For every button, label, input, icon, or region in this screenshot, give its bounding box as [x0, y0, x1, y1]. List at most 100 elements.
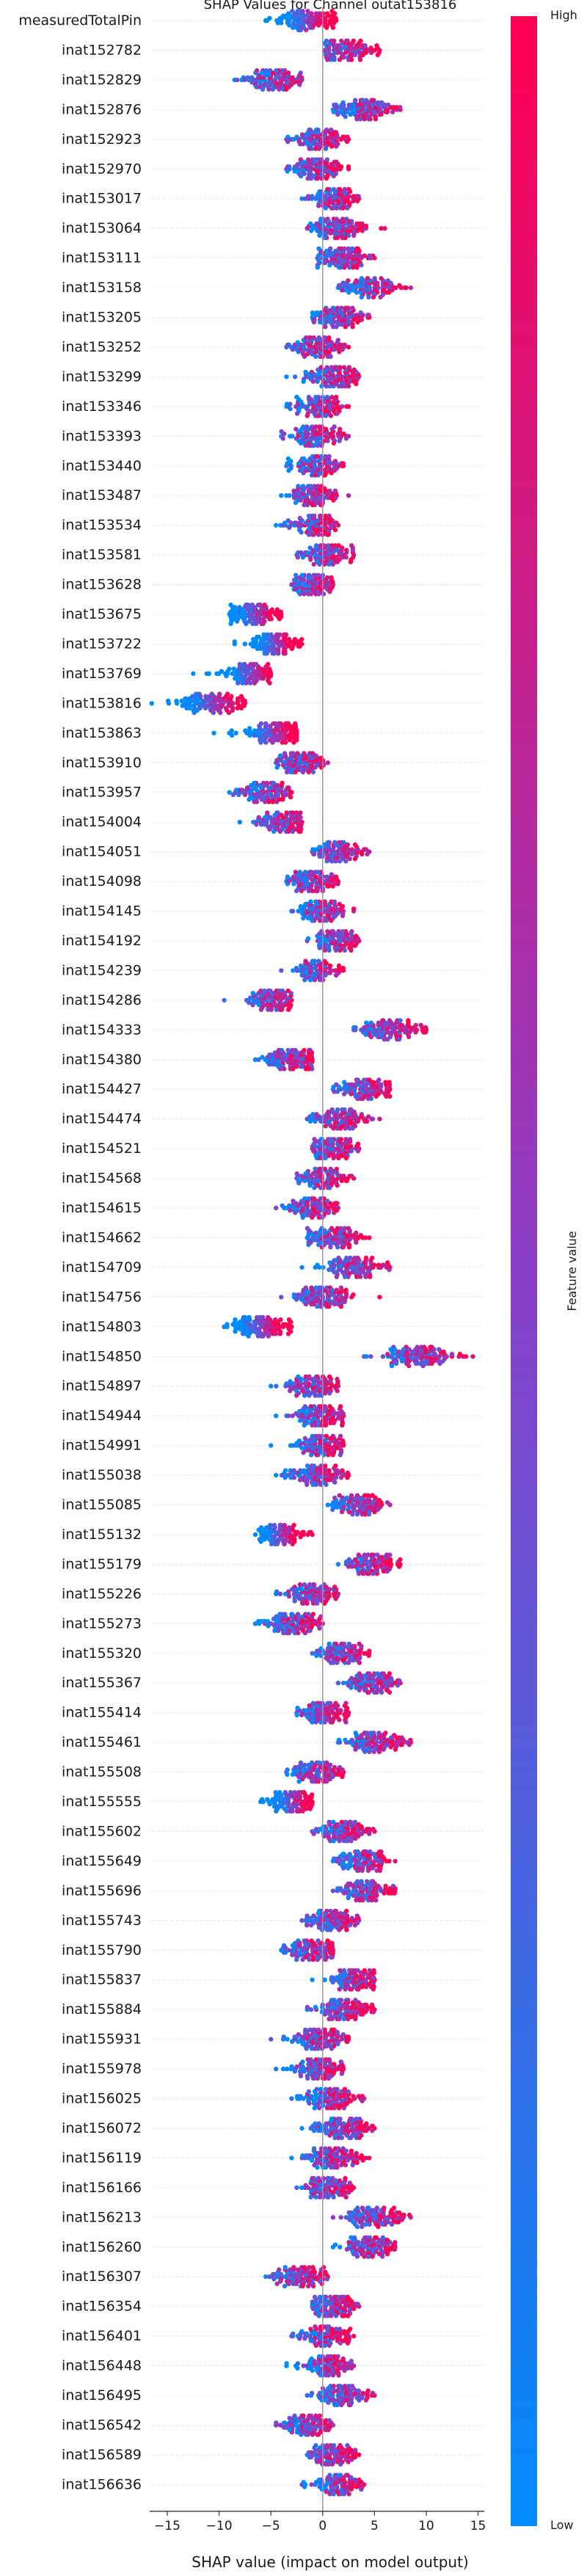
shap-point — [353, 98, 358, 103]
shap-point — [329, 918, 334, 923]
shap-point — [276, 721, 281, 727]
shap-point — [310, 532, 316, 537]
shap-point — [335, 1201, 340, 1206]
shap-point — [329, 859, 335, 864]
shap-point — [285, 721, 291, 727]
shap-point — [298, 70, 303, 76]
shap-point — [286, 1317, 292, 1322]
shap-point — [280, 780, 285, 786]
shap-point — [285, 1059, 291, 1065]
shap-point — [457, 1351, 463, 1357]
shap-point — [339, 305, 344, 310]
shap-point — [354, 290, 360, 295]
shap-point — [351, 38, 356, 43]
shap-point — [310, 310, 316, 316]
shap-point — [296, 1180, 302, 1186]
shap-point — [368, 50, 374, 55]
feature-label: inat155132 — [62, 1527, 142, 1543]
shap-point — [285, 169, 290, 174]
shap-point — [313, 473, 318, 478]
shap-point — [364, 1020, 369, 1025]
shap-point — [323, 426, 329, 432]
shap-point — [322, 473, 328, 478]
shap-point — [313, 146, 318, 151]
shap-point — [310, 409, 315, 414]
shap-point — [298, 829, 303, 834]
shap-point — [285, 70, 291, 76]
shap-point — [219, 703, 225, 708]
shap-point — [278, 609, 283, 614]
shap-point — [307, 1118, 313, 1124]
shap-point — [294, 572, 299, 578]
shap-point — [284, 374, 289, 379]
shap-point — [335, 1245, 340, 1250]
feature-label: inat153299 — [62, 368, 142, 385]
shap-point — [269, 1383, 274, 1389]
shap-point — [263, 740, 269, 745]
shap-point — [285, 1007, 291, 1012]
feature-label: inat156166 — [62, 2180, 142, 2196]
shap-point — [317, 854, 322, 859]
shap-point — [421, 1030, 426, 1035]
feature-label: inat156495 — [62, 2387, 142, 2404]
shap-point — [313, 765, 318, 770]
shap-point — [340, 966, 346, 971]
shap-point — [308, 228, 314, 233]
shap-point — [340, 913, 346, 919]
shap-point — [308, 592, 314, 597]
shap-point — [358, 278, 363, 283]
shap-point — [376, 1020, 382, 1025]
shap-point — [230, 792, 236, 798]
shap-point — [270, 799, 275, 804]
shap-point — [298, 767, 303, 773]
shap-point — [265, 810, 270, 815]
shap-point — [340, 235, 345, 241]
shap-point — [368, 117, 373, 122]
shap-point — [362, 43, 368, 48]
shap-point — [252, 1329, 257, 1334]
shap-point — [418, 1022, 423, 1028]
feature-label: inat154991 — [62, 1438, 142, 1454]
shap-point — [302, 870, 308, 875]
shap-point — [327, 1391, 332, 1396]
shap-point — [338, 1126, 343, 1131]
shap-point — [428, 1345, 433, 1350]
shap-point — [279, 493, 284, 498]
shap-point — [308, 1391, 313, 1396]
shap-point — [311, 851, 316, 857]
shap-point — [269, 632, 274, 637]
shap-point — [369, 98, 374, 103]
shap-point — [368, 1020, 373, 1025]
shap-point — [324, 38, 329, 43]
shap-point — [303, 1301, 309, 1307]
shap-point — [338, 246, 344, 251]
shap-point — [214, 671, 219, 677]
shap-point — [316, 592, 321, 597]
shap-point — [250, 991, 255, 996]
shap-point — [316, 1166, 322, 1172]
shap-point — [293, 721, 298, 727]
shap-point — [318, 310, 323, 316]
shap-point — [308, 1376, 314, 1382]
shap-point — [350, 369, 355, 375]
shap-point — [324, 157, 330, 162]
shap-point — [285, 769, 290, 775]
shap-point — [420, 1363, 426, 1369]
shap-point — [343, 1155, 349, 1161]
shap-point — [279, 1295, 284, 1300]
shap-point — [313, 1230, 318, 1236]
shap-point — [399, 1358, 405, 1364]
shap-point — [310, 918, 315, 923]
shap-point — [375, 290, 380, 295]
shap-point — [239, 607, 244, 612]
shap-point — [314, 310, 319, 316]
shap-point — [316, 870, 321, 875]
shap-point — [303, 1374, 308, 1380]
shap-point — [382, 1036, 387, 1042]
shap-point — [266, 1334, 271, 1339]
shap-point — [339, 38, 344, 43]
shap-point — [329, 161, 334, 167]
shap-point — [341, 280, 346, 285]
shap-point — [332, 347, 337, 352]
shap-point — [165, 698, 171, 704]
